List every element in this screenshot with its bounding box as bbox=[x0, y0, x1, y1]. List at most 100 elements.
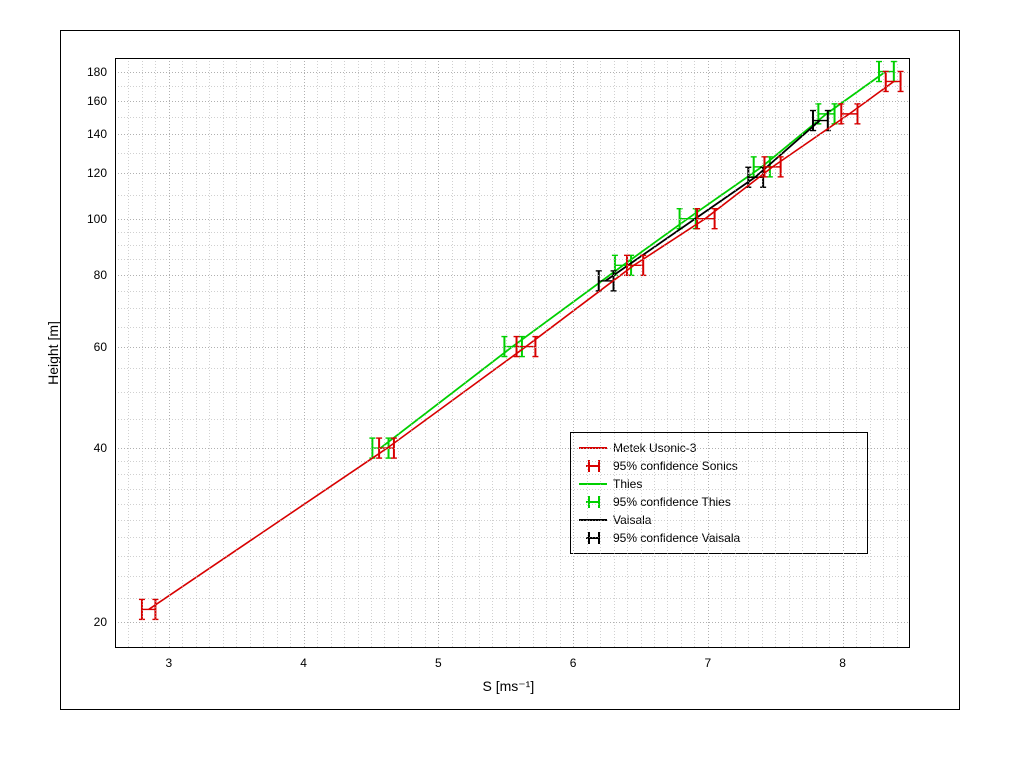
x-minor-gridline bbox=[883, 58, 884, 648]
y-gridline bbox=[115, 72, 910, 73]
x-minor-gridline bbox=[748, 58, 749, 648]
x-minor-gridline bbox=[155, 58, 156, 648]
x-minor-gridline bbox=[317, 58, 318, 648]
y-minor-gridline bbox=[115, 419, 910, 420]
x-minor-gridline bbox=[802, 58, 803, 648]
x-minor-gridline bbox=[425, 58, 426, 648]
y-minor-gridline bbox=[115, 259, 910, 260]
y-gridline bbox=[115, 275, 910, 276]
x-minor-gridline bbox=[398, 58, 399, 648]
y-minor-gridline bbox=[115, 245, 910, 246]
x-gridline bbox=[708, 58, 709, 648]
x-minor-gridline bbox=[344, 58, 345, 648]
y-gridline bbox=[115, 622, 910, 623]
y-gridline bbox=[115, 219, 910, 220]
x-minor-gridline bbox=[263, 58, 264, 648]
y-minor-gridline bbox=[115, 392, 910, 393]
x-tick-label: 8 bbox=[839, 656, 846, 670]
x-minor-gridline bbox=[115, 58, 116, 648]
x-minor-gridline bbox=[614, 58, 615, 648]
x-tick-label: 4 bbox=[300, 656, 307, 670]
y-tick-label: 160 bbox=[67, 94, 107, 108]
x-minor-gridline bbox=[506, 58, 507, 648]
x-gridline bbox=[843, 58, 844, 648]
x-gridline bbox=[573, 58, 574, 648]
x-minor-gridline bbox=[250, 58, 251, 648]
x-minor-gridline bbox=[223, 58, 224, 648]
x-minor-gridline bbox=[897, 58, 898, 648]
y-gridline bbox=[115, 173, 910, 174]
x-minor-gridline bbox=[479, 58, 480, 648]
x-minor-gridline bbox=[600, 58, 601, 648]
legend-row-thies-marker: 95% confidence Thies bbox=[579, 493, 859, 511]
x-minor-gridline bbox=[371, 58, 372, 648]
y-minor-gridline bbox=[115, 576, 910, 577]
y-minor-gridline bbox=[115, 195, 910, 196]
x-minor-gridline bbox=[465, 58, 466, 648]
x-minor-gridline bbox=[142, 58, 143, 648]
x-minor-gridline bbox=[331, 58, 332, 648]
y-minor-gridline bbox=[115, 153, 910, 154]
x-minor-gridline bbox=[209, 58, 210, 648]
x-gridline bbox=[438, 58, 439, 648]
x-minor-gridline bbox=[667, 58, 668, 648]
y-minor-gridline bbox=[115, 327, 910, 328]
y-tick-label: 100 bbox=[67, 212, 107, 226]
legend-row-metek-marker: 95% confidence Sonics bbox=[579, 457, 859, 475]
y-gridline bbox=[115, 347, 910, 348]
x-minor-gridline bbox=[128, 58, 129, 648]
y-minor-gridline bbox=[115, 520, 910, 521]
x-minor-gridline bbox=[519, 58, 520, 648]
x-axis-label: S [ms⁻¹] bbox=[483, 678, 535, 695]
x-minor-gridline bbox=[856, 58, 857, 648]
y-tick-label: 140 bbox=[67, 127, 107, 141]
x-minor-gridline bbox=[654, 58, 655, 648]
y-minor-gridline bbox=[115, 504, 910, 505]
y-tick-label: 80 bbox=[67, 268, 107, 282]
x-minor-gridline bbox=[587, 58, 588, 648]
y-tick-label: 120 bbox=[67, 166, 107, 180]
x-tick-label: 5 bbox=[435, 656, 442, 670]
x-minor-gridline bbox=[492, 58, 493, 648]
x-tick-label: 6 bbox=[570, 656, 577, 670]
x-minor-gridline bbox=[694, 58, 695, 648]
x-minor-gridline bbox=[762, 58, 763, 648]
x-tick-label: 3 bbox=[166, 656, 173, 670]
x-minor-gridline bbox=[735, 58, 736, 648]
x-minor-gridline bbox=[721, 58, 722, 648]
y-minor-gridline bbox=[115, 556, 910, 557]
x-minor-gridline bbox=[627, 58, 628, 648]
y-minor-gridline bbox=[115, 117, 910, 118]
y-minor-gridline bbox=[115, 489, 910, 490]
y-tick-label: 60 bbox=[67, 340, 107, 354]
x-minor-gridline bbox=[681, 58, 682, 648]
x-minor-gridline bbox=[870, 58, 871, 648]
x-minor-gridline bbox=[196, 58, 197, 648]
y-minor-gridline bbox=[115, 368, 910, 369]
legend-row-thies-line: Thies bbox=[579, 475, 859, 493]
x-minor-gridline bbox=[182, 58, 183, 648]
x-minor-gridline bbox=[411, 58, 412, 648]
legend-box: Metek Usonic-395% confidence SonicsThies… bbox=[570, 432, 868, 554]
x-minor-gridline bbox=[236, 58, 237, 648]
y-minor-gridline bbox=[115, 461, 910, 462]
x-gridline bbox=[169, 58, 170, 648]
y-minor-gridline bbox=[115, 474, 910, 475]
x-minor-gridline bbox=[546, 58, 547, 648]
x-minor-gridline bbox=[277, 58, 278, 648]
x-minor-gridline bbox=[816, 58, 817, 648]
x-minor-gridline bbox=[358, 58, 359, 648]
y-minor-gridline bbox=[115, 291, 910, 292]
y-minor-gridline bbox=[115, 598, 910, 599]
x-minor-gridline bbox=[384, 58, 385, 648]
x-minor-gridline bbox=[789, 58, 790, 648]
x-minor-gridline bbox=[829, 58, 830, 648]
y-minor-gridline bbox=[115, 537, 910, 538]
y-gridline bbox=[115, 448, 910, 449]
y-tick-label: 180 bbox=[67, 65, 107, 79]
legend-label: 95% confidence Thies bbox=[613, 495, 731, 509]
x-minor-gridline bbox=[452, 58, 453, 648]
y-gridline bbox=[115, 134, 910, 135]
y-minor-gridline bbox=[115, 58, 910, 59]
legend-line-swatch bbox=[579, 483, 607, 485]
